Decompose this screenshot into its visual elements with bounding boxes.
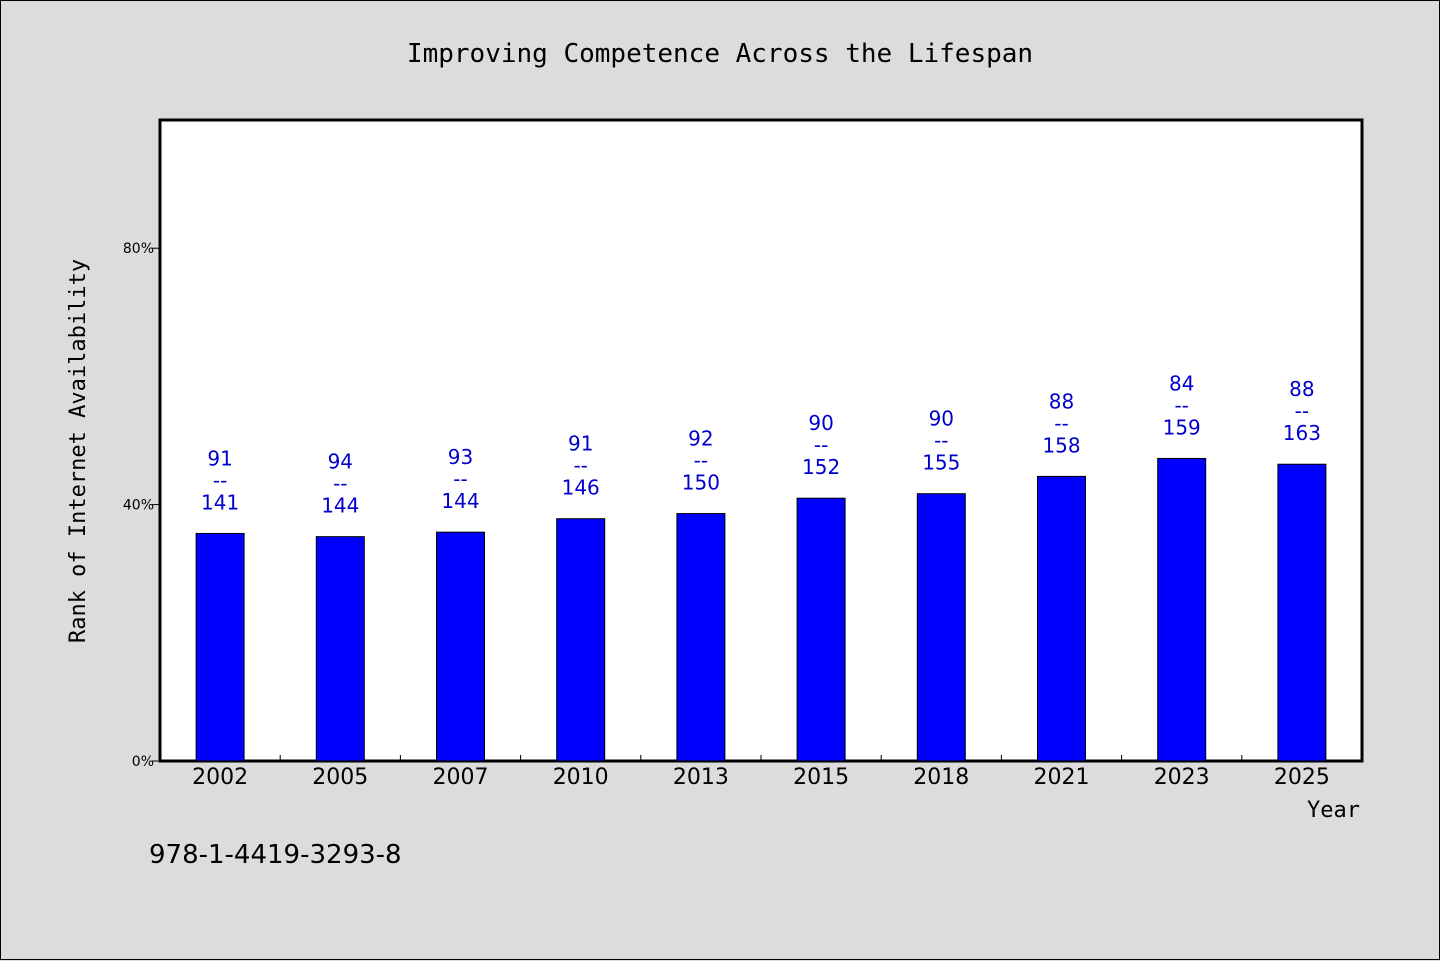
x-axis-title: Year — [1307, 798, 1360, 823]
data-labels-group: 91--14194--14493--14491--14692--15090--1… — [201, 371, 1321, 517]
x-tick-label-2025: 2025 — [1274, 765, 1330, 790]
x-tick-label-2015: 2015 — [793, 765, 849, 790]
data-label-sep-2021: -- — [1054, 411, 1068, 435]
data-label-sep-2005: -- — [333, 472, 347, 496]
bar-2010 — [556, 518, 606, 762]
data-label-top-2005: 94 — [328, 450, 353, 474]
data-label-bottom-2007: 144 — [441, 489, 479, 513]
data-label-sep-2015: -- — [814, 433, 828, 457]
bar-2013 — [676, 513, 726, 762]
data-label-sep-2025: -- — [1295, 399, 1309, 423]
y-axis-title: Rank of Internet Availability — [66, 259, 91, 643]
data-label-sep-2002: -- — [213, 468, 227, 492]
x-tick-label-2018: 2018 — [913, 765, 969, 790]
data-label-top-2015: 90 — [808, 411, 833, 435]
data-label-bottom-2025: 163 — [1283, 421, 1321, 445]
data-label-top-2013: 92 — [688, 427, 713, 451]
data-label-bottom-2023: 159 — [1163, 415, 1201, 439]
y-tick-label: 40% — [123, 498, 154, 514]
bar-2015 — [796, 497, 846, 762]
x-tick-label-2021: 2021 — [1034, 765, 1090, 790]
data-label-bottom-2013: 150 — [682, 471, 720, 495]
data-label-sep-2010: -- — [573, 454, 587, 478]
chart-title: Improving Competence Across the Lifespan — [407, 39, 1033, 69]
data-label-top-2025: 88 — [1289, 377, 1314, 401]
footer-code: 978-1-4419-3293-8 — [149, 840, 402, 870]
x-tick-label-2007: 2007 — [433, 765, 489, 790]
bar-2025 — [1277, 463, 1327, 762]
bar-2023 — [1157, 457, 1207, 762]
bar-2007 — [436, 531, 485, 762]
bar-2021 — [1037, 475, 1086, 762]
data-label-top-2010: 91 — [568, 432, 593, 456]
data-label-sep-2018: -- — [934, 429, 948, 453]
data-label-top-2007: 93 — [448, 445, 473, 469]
bar-2018 — [916, 493, 966, 762]
x-tick-label-2023: 2023 — [1154, 765, 1210, 790]
y-tick-label: 0% — [132, 754, 154, 770]
y-axis-ticks: 0% 40% 80% — [123, 241, 160, 770]
data-label-top-2023: 84 — [1169, 371, 1194, 395]
x-tick-label-2005: 2005 — [312, 765, 368, 790]
data-label-top-2018: 90 — [929, 407, 954, 431]
x-tick-label-2013: 2013 — [673, 765, 729, 790]
bar-2002 — [195, 532, 245, 762]
bars-group — [195, 457, 1327, 762]
data-label-bottom-2002: 141 — [201, 490, 239, 514]
data-label-sep-2007: -- — [453, 467, 467, 491]
data-label-bottom-2015: 152 — [802, 455, 840, 479]
data-label-sep-2013: -- — [694, 449, 708, 473]
x-tick-label-2002: 2002 — [192, 765, 248, 790]
x-axis-ticks: 2002 2005 2007 2010 2013 2015 2018 2021 2023 2025 — [192, 755, 1330, 790]
data-label-top-2021: 88 — [1049, 389, 1074, 413]
y-tick-label: 80% — [123, 241, 154, 257]
bar-2005 — [315, 536, 365, 762]
x-tick-label-2010: 2010 — [553, 765, 609, 790]
data-label-bottom-2021: 158 — [1042, 433, 1080, 457]
data-label-bottom-2005: 144 — [321, 494, 359, 518]
data-label-top-2002: 91 — [207, 446, 232, 470]
data-label-bottom-2018: 155 — [922, 451, 960, 475]
data-label-sep-2023: -- — [1174, 393, 1188, 417]
data-label-bottom-2010: 146 — [562, 476, 600, 500]
